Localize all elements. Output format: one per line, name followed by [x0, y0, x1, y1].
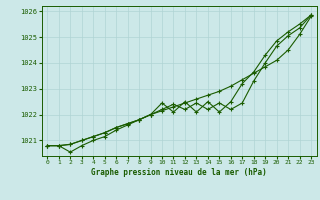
X-axis label: Graphe pression niveau de la mer (hPa): Graphe pression niveau de la mer (hPa) [91, 168, 267, 177]
